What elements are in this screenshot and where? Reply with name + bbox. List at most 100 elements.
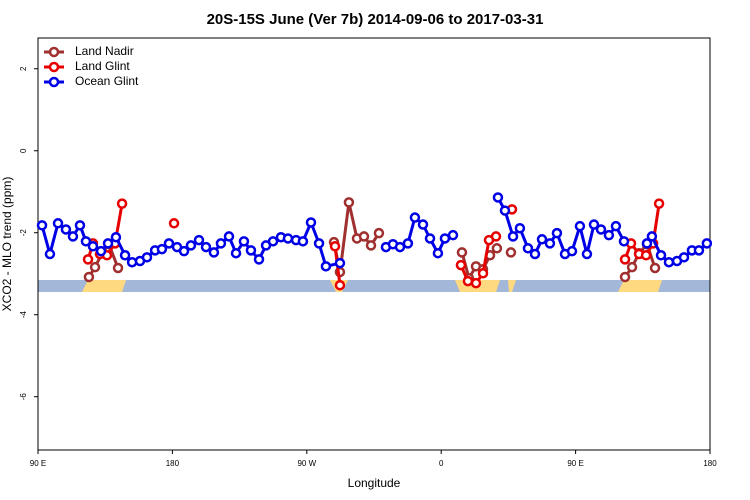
point	[141, 252, 153, 263]
point	[505, 247, 517, 258]
point	[110, 231, 122, 243]
point	[95, 245, 107, 257]
point	[178, 245, 190, 257]
point	[432, 247, 444, 259]
point	[87, 241, 99, 252]
point	[163, 238, 175, 249]
point	[44, 248, 56, 260]
point	[215, 238, 227, 249]
point	[663, 256, 675, 268]
point	[626, 261, 638, 273]
point	[514, 222, 526, 234]
point	[200, 241, 212, 253]
x-tick-label: 90 E	[30, 459, 46, 468]
point	[701, 238, 713, 249]
point	[470, 277, 482, 289]
point	[490, 231, 502, 242]
point	[74, 220, 86, 231]
point	[678, 252, 690, 263]
legend-label: Land Nadir	[75, 44, 134, 58]
point	[581, 248, 593, 260]
point	[168, 218, 180, 229]
point	[566, 245, 578, 257]
point	[193, 234, 205, 246]
point	[358, 231, 370, 242]
point	[334, 257, 346, 269]
point	[394, 241, 406, 253]
point	[619, 271, 631, 283]
point	[320, 261, 332, 272]
point	[522, 243, 534, 254]
legend-marker	[48, 76, 60, 88]
point	[417, 219, 429, 230]
point	[646, 231, 658, 242]
point	[223, 231, 235, 242]
point	[491, 243, 503, 254]
point	[424, 233, 436, 244]
land-strip	[508, 280, 516, 292]
land-strip	[618, 280, 662, 292]
point	[456, 247, 468, 258]
legend-label: Land Glint	[75, 59, 130, 73]
point	[409, 212, 421, 223]
point	[305, 217, 317, 228]
x-tick-label: 180	[703, 459, 717, 468]
point	[36, 220, 48, 231]
point	[619, 254, 631, 265]
point	[640, 250, 652, 261]
point	[208, 247, 220, 258]
point	[156, 243, 168, 255]
point	[297, 236, 309, 247]
y-tick-label: 0	[19, 148, 28, 153]
y-tick-label: 2	[19, 66, 28, 71]
point	[334, 279, 346, 291]
point	[529, 248, 541, 260]
point	[126, 256, 138, 268]
land-strip	[82, 280, 126, 292]
point	[267, 236, 279, 247]
point	[329, 241, 341, 252]
point	[574, 220, 586, 232]
point	[83, 271, 95, 283]
point	[89, 261, 101, 273]
legend-marker	[48, 61, 60, 73]
point	[477, 268, 489, 279]
point	[80, 236, 92, 247]
point	[238, 236, 250, 247]
point	[462, 275, 474, 287]
land-ocean-strip	[38, 280, 710, 292]
point	[693, 245, 705, 256]
point	[119, 250, 131, 261]
x-tick-label: 0	[439, 459, 444, 468]
point	[655, 250, 667, 261]
point	[588, 219, 600, 230]
point	[282, 233, 294, 244]
x-tick-label: 90 E	[567, 459, 583, 468]
point	[60, 224, 72, 235]
point	[492, 192, 504, 203]
y-tick-label: -6	[19, 393, 28, 401]
point	[365, 240, 377, 251]
point	[641, 238, 653, 249]
point	[313, 238, 325, 249]
point	[536, 234, 548, 245]
point	[507, 231, 519, 242]
point	[185, 240, 197, 251]
point	[402, 238, 414, 249]
point	[603, 229, 615, 241]
point	[595, 224, 607, 235]
point	[116, 198, 128, 209]
point	[551, 227, 563, 239]
point	[653, 198, 665, 209]
legend-marker	[48, 46, 60, 58]
legend-label: Ocean Glint	[75, 74, 139, 88]
point	[544, 238, 556, 249]
point	[343, 197, 355, 208]
x-tick-label: 180	[166, 459, 180, 468]
point	[67, 231, 79, 242]
point	[52, 218, 64, 229]
point	[253, 254, 265, 265]
point	[112, 262, 124, 274]
